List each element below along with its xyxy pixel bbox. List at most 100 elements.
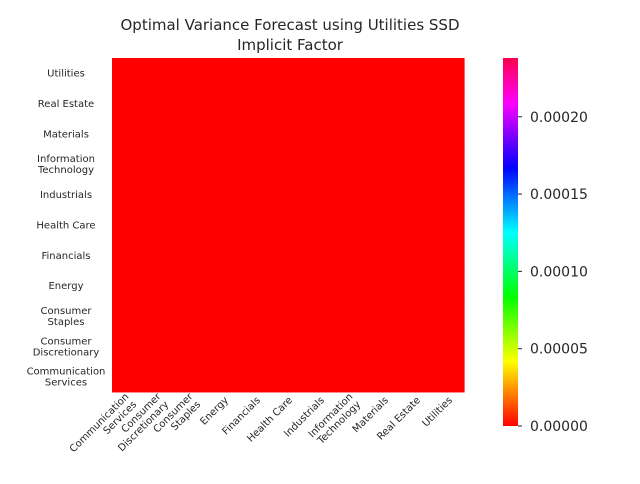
heatmap-cell bbox=[368, 331, 401, 363]
heatmap-cell bbox=[368, 209, 401, 241]
heatmap-cell bbox=[112, 300, 145, 332]
heatmap-cell bbox=[272, 361, 305, 393]
heatmap-cell bbox=[400, 88, 433, 120]
row-label: Real Estate bbox=[38, 99, 94, 110]
heatmap-cell bbox=[336, 118, 369, 150]
heatmap-cell bbox=[400, 58, 433, 89]
heatmap-cell bbox=[400, 209, 433, 241]
row-label: Materials bbox=[43, 129, 89, 140]
heatmap-cell bbox=[112, 179, 145, 211]
heatmap-cells bbox=[112, 58, 465, 393]
heatmap-cell bbox=[144, 179, 177, 211]
heatmap-cell bbox=[112, 361, 145, 393]
colorbar-tick-label: 0.00015 bbox=[530, 187, 588, 203]
column-label: Energy bbox=[198, 395, 231, 428]
heatmap-cell bbox=[272, 88, 305, 120]
heatmap-cell bbox=[112, 331, 145, 363]
heatmap-cell bbox=[368, 361, 401, 393]
heatmap-cell bbox=[304, 179, 337, 211]
heatmap-cell bbox=[208, 209, 241, 241]
heatmap-cell bbox=[176, 209, 209, 241]
heatmap-cell bbox=[112, 88, 145, 120]
heatmap-cell bbox=[176, 179, 209, 211]
heatmap-cell bbox=[176, 58, 209, 89]
heatmap-cell bbox=[240, 118, 273, 150]
row-label: Financials bbox=[42, 251, 91, 262]
colorbar-tick-label: 0.00020 bbox=[530, 110, 588, 126]
heatmap-cell bbox=[240, 361, 273, 393]
row-label: Consumer Staples bbox=[41, 306, 93, 328]
heatmap-cell bbox=[368, 179, 401, 211]
heatmap-cell bbox=[208, 300, 241, 332]
heatmap-cell bbox=[272, 331, 305, 363]
heatmap-cell bbox=[304, 88, 337, 120]
heatmap-cell bbox=[304, 58, 337, 89]
chart-title-line: Implicit Factor bbox=[237, 36, 344, 54]
heatmap-cell bbox=[336, 240, 369, 272]
chart-title-line: Optimal Variance Forecast using Utilitie… bbox=[120, 16, 459, 34]
heatmap-cell bbox=[304, 270, 337, 302]
heatmap-cell bbox=[432, 88, 465, 120]
heatmap-cell bbox=[240, 300, 273, 332]
heatmap-cell bbox=[272, 209, 305, 241]
heatmap-cell bbox=[400, 149, 433, 180]
row-labels: Utilities Real Estate Materials Information… bbox=[27, 69, 106, 389]
heatmap-cell bbox=[432, 361, 465, 393]
heatmap-cell bbox=[144, 58, 177, 89]
colorbar bbox=[503, 58, 518, 426]
heatmap-cell bbox=[144, 361, 177, 393]
heatmap-cell bbox=[144, 270, 177, 302]
heatmap-cell bbox=[432, 149, 465, 180]
heatmap-cell bbox=[304, 240, 337, 272]
row-label: Utilities bbox=[47, 69, 85, 80]
heatmap-cell bbox=[400, 331, 433, 363]
heatmap-cell bbox=[176, 240, 209, 272]
row-label: Communication Services bbox=[27, 367, 106, 389]
heatmap-cell bbox=[240, 270, 273, 302]
heatmap-cell bbox=[304, 209, 337, 241]
heatmap-cell bbox=[112, 270, 145, 302]
heatmap-cell bbox=[432, 300, 465, 332]
heatmap-cell bbox=[304, 300, 337, 332]
heatmap-cell bbox=[272, 58, 305, 89]
heatmap-cell bbox=[112, 209, 145, 241]
heatmap-cell bbox=[368, 58, 401, 89]
heatmap-cell bbox=[432, 58, 465, 89]
heatmap-cell bbox=[304, 149, 337, 180]
heatmap-cell bbox=[176, 118, 209, 150]
heatmap-cell bbox=[432, 270, 465, 302]
heatmap-cell bbox=[368, 118, 401, 150]
heatmap-cell bbox=[208, 88, 241, 120]
heatmap-cell bbox=[432, 331, 465, 363]
heatmap-cell bbox=[272, 118, 305, 150]
heatmap-cell bbox=[336, 179, 369, 211]
heatmap-cell bbox=[176, 300, 209, 332]
heatmap-cell bbox=[144, 300, 177, 332]
heatmap-cell bbox=[240, 88, 273, 120]
heatmap-cell bbox=[272, 240, 305, 272]
heatmap-cell bbox=[176, 270, 209, 302]
heatmap-cell bbox=[144, 240, 177, 272]
heatmap-cell bbox=[368, 149, 401, 180]
heatmap-cell bbox=[336, 361, 369, 393]
heatmap-cell bbox=[144, 149, 177, 180]
heatmap-cell bbox=[144, 331, 177, 363]
heatmap-cell bbox=[240, 209, 273, 241]
heatmap-cell bbox=[240, 149, 273, 180]
heatmap-cell bbox=[400, 361, 433, 393]
heatmap-cell bbox=[144, 88, 177, 120]
colorbar-tick-label: 0.00005 bbox=[530, 342, 588, 358]
heatmap-cell bbox=[304, 118, 337, 150]
heatmap-cell bbox=[208, 58, 241, 89]
heatmap-cell bbox=[144, 209, 177, 241]
heatmap-cell bbox=[400, 179, 433, 211]
heatmap-cell bbox=[368, 270, 401, 302]
row-label: Health Care bbox=[36, 220, 95, 231]
heatmap-cell bbox=[432, 209, 465, 241]
row-label: Industrials bbox=[40, 190, 92, 201]
heatmap-cell bbox=[272, 179, 305, 211]
heatmap-cell bbox=[336, 270, 369, 302]
heatmap-cell bbox=[272, 300, 305, 332]
heatmap-cell bbox=[176, 361, 209, 393]
